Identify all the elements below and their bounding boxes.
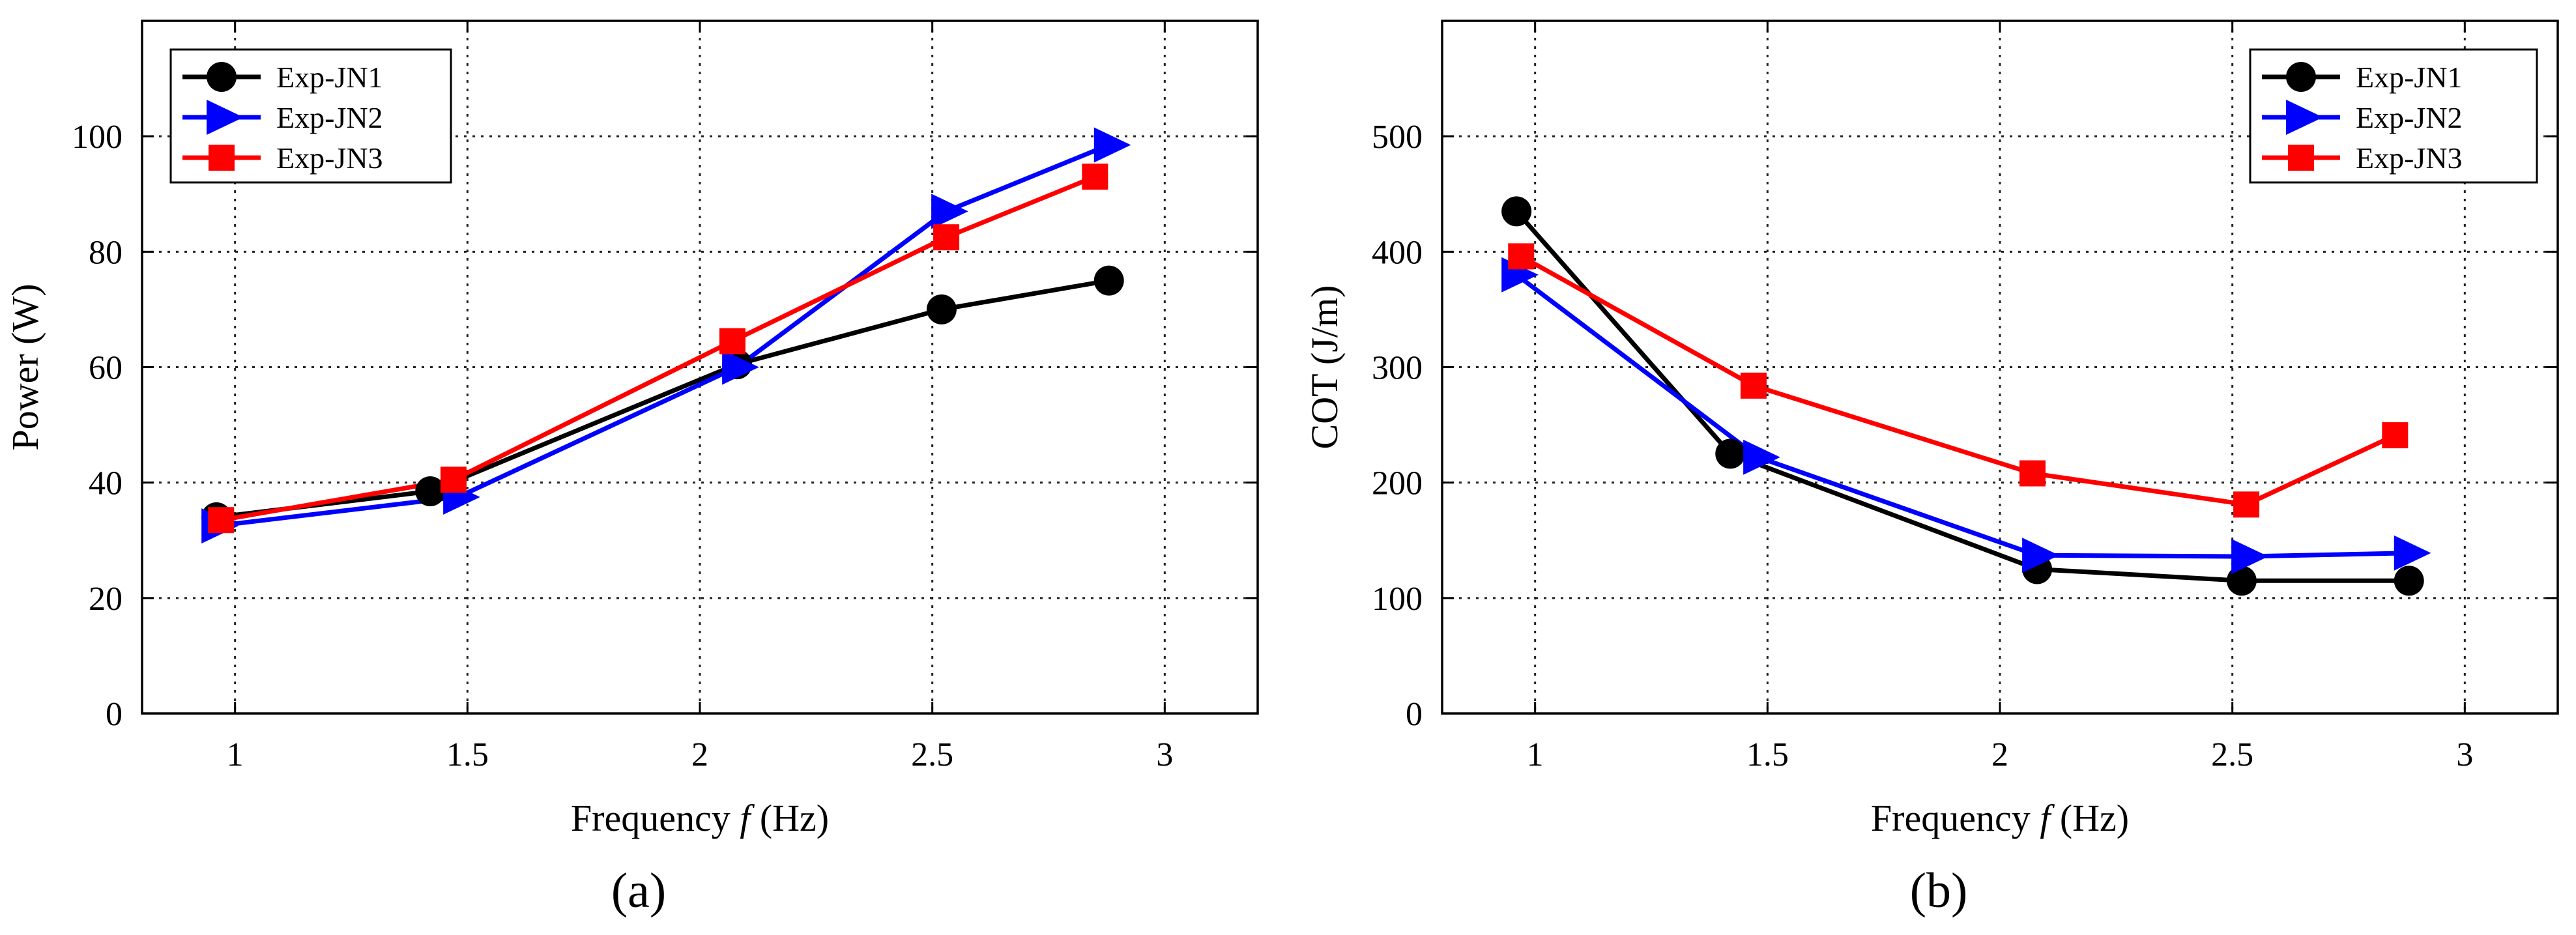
x-tick-label: 2.5: [911, 736, 953, 773]
y-axis-label: COT (J/m): [1303, 285, 1346, 450]
axes-frame: [141, 20, 1259, 715]
legend-label: Exp-JN1: [276, 61, 383, 94]
x-axis-label-prefix: Frequency: [571, 797, 740, 839]
x-tick-label: 2: [691, 736, 708, 773]
axes-frame: [1441, 20, 2559, 715]
chart-panel-b: 1 1.5 2 2.5 30100200300400500Exp-JN1Exp-JN2E…: [1303, 20, 2559, 918]
legend: Exp-JN1 Exp-JN2 Exp-JN3: [2249, 48, 2538, 184]
y-tick-label: 0: [106, 696, 123, 733]
x-tick-label: 1.5: [1746, 736, 1789, 773]
data-point-exp-jn1: [2226, 566, 2257, 596]
x-tick-label: 2: [1991, 736, 2008, 773]
y-tick-label: 200: [1372, 465, 1423, 502]
legend-label: Exp-JN1: [2356, 61, 2463, 94]
panel-label: (a): [611, 863, 666, 918]
y-axis-label: Power (W): [4, 283, 46, 450]
legend-marker-exp-jn3: [2288, 145, 2314, 171]
y-tick-label: 500: [1372, 119, 1423, 156]
x-tick-label: 1: [227, 736, 244, 773]
y-tick-label: 60: [89, 350, 123, 387]
data-point-exp-jn1: [926, 294, 957, 324]
legend-marker-exp-jn2: [207, 100, 244, 135]
data-point-exp-jn3: [2019, 460, 2046, 487]
data-point-exp-jn1: [2394, 566, 2424, 596]
legend-label: Exp-JN2: [2356, 101, 2463, 134]
data-point-exp-jn1: [415, 476, 446, 506]
chart-panel-a: 1 1.5 2 2.5 3020406080100Exp-JN1Exp-JN2Exp-J…: [4, 20, 1259, 918]
x-axis-label-unit: (Hz): [2050, 797, 2129, 839]
legend-label: Exp-JN2: [276, 101, 383, 134]
legend-marker-exp-jn1: [207, 62, 237, 92]
data-point-exp-jn1: [1093, 265, 1124, 296]
x-axis-label: Frequency f (Hz): [1871, 797, 2129, 839]
data-point-exp-jn2: [931, 194, 968, 229]
x-tick-label: 1: [1527, 736, 1544, 773]
x-axis-label-unit: (Hz): [750, 797, 829, 839]
y-tick-label: 100: [1372, 581, 1423, 618]
data-point-exp-jn3: [2382, 422, 2409, 449]
x-tick-label: 3: [1156, 736, 1173, 773]
y-tick-label: 300: [1372, 350, 1423, 387]
data-point-exp-jn3: [2233, 491, 2260, 518]
legend-label: Exp-JN3: [276, 141, 383, 175]
legend-label: Exp-JN3: [2356, 141, 2463, 175]
legend-marker-exp-jn1: [2286, 62, 2316, 92]
data-point-exp-jn1: [1715, 439, 1746, 469]
y-tick-label: 400: [1372, 234, 1423, 271]
data-point-exp-jn3: [208, 507, 235, 534]
x-tick-label: 2.5: [2211, 736, 2253, 773]
data-point-exp-jn3: [719, 328, 745, 354]
x-axis-label-prefix: Frequency: [1871, 797, 2040, 839]
legend-marker-exp-jn3: [209, 145, 235, 171]
data-point-exp-jn3: [1082, 164, 1108, 190]
data-point-exp-jn3: [440, 467, 467, 493]
data-point-exp-jn2: [2394, 535, 2431, 571]
data-point-exp-jn2: [2231, 539, 2268, 575]
data-point-exp-jn2: [1743, 439, 1780, 475]
y-tick-label: 0: [1406, 696, 1423, 733]
panel-label: (b): [1910, 863, 1968, 918]
y-tick-label: 80: [89, 234, 123, 271]
y-tick-label: 100: [72, 119, 123, 156]
x-axis-label: Frequency f (Hz): [571, 797, 829, 839]
y-tick-label: 20: [89, 581, 123, 618]
x-tick-label: 1.5: [446, 736, 489, 773]
data-point-exp-jn3: [1508, 243, 1535, 270]
data-point-exp-jn3: [933, 224, 960, 251]
data-point-exp-jn2: [722, 349, 759, 385]
legend: Exp-JN1 Exp-JN2 Exp-JN3: [169, 48, 452, 184]
y-tick-label: 40: [89, 465, 123, 502]
data-point-exp-jn2: [1093, 127, 1131, 163]
data-point-exp-jn3: [1740, 372, 1767, 399]
data-point-exp-jn1: [1501, 196, 1532, 227]
data-point-exp-jn2: [2022, 538, 2059, 573]
x-tick-label: 3: [2456, 736, 2473, 773]
legend-marker-exp-jn2: [2286, 100, 2323, 135]
